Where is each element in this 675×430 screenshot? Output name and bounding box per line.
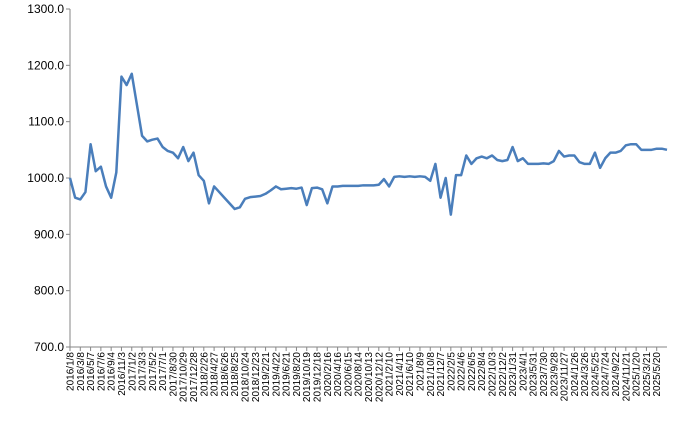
- x-tick-label: 2022/2/5: [446, 352, 457, 391]
- x-tick-label: 2019/2/21: [261, 352, 272, 397]
- x-tick-label: 2023/9/28: [549, 352, 560, 397]
- x-tick-label: 2018/4/27: [210, 352, 221, 397]
- x-tick-label: 2021/2/10: [385, 352, 396, 397]
- x-tick-label: 2025/1/20: [632, 352, 643, 397]
- x-tick-label: 2024/5/25: [590, 352, 601, 397]
- x-tick-label: 2020/6/15: [343, 352, 354, 397]
- y-tick-label: 900.0: [34, 227, 64, 241]
- x-tick-label: 2016/5/7: [86, 352, 97, 391]
- x-tick-label: 2025/3/21: [642, 352, 653, 397]
- x-tick-label: 2018/12/23: [251, 352, 262, 402]
- x-tick-label: 2021/6/10: [405, 352, 416, 397]
- x-tick-label: 2023/5/31: [529, 352, 540, 397]
- x-tick-label: 2022/4/6: [457, 352, 468, 391]
- x-tick-label: 2024/1/26: [570, 352, 581, 397]
- x-tick-label: 2018/8/25: [230, 352, 241, 397]
- x-tick-label: 2017/3/3: [138, 352, 149, 391]
- x-tick-label: 2022/10/3: [488, 352, 499, 397]
- x-tick-label: 2023/11/27: [560, 352, 571, 402]
- x-tick-label: 2019/12/18: [313, 352, 324, 402]
- x-tick-label: 2023/4/1: [518, 352, 529, 391]
- x-tick-label: 2016/1/8: [66, 352, 77, 391]
- x-tick-label: 2022/8/4: [477, 352, 488, 391]
- x-tick-label: 2016/7/6: [96, 352, 107, 391]
- x-tick-label: 2020/12/12: [374, 352, 385, 402]
- y-tick-label: 1300.0: [27, 2, 64, 16]
- x-tick-label: 2024/9/22: [611, 352, 622, 397]
- x-tick-label: 2024/7/24: [601, 352, 612, 397]
- x-tick-label: 2023/7/30: [539, 352, 550, 397]
- x-tick-label: 2021/10/8: [426, 352, 437, 397]
- x-tick-label: 2020/4/16: [333, 352, 344, 397]
- x-tick-label: 2024/3/26: [580, 352, 591, 397]
- x-tick-label: 2021/12/7: [436, 352, 447, 397]
- x-tick-label: 2016/3/8: [76, 352, 87, 391]
- x-tick-label: 2022/6/5: [467, 352, 478, 391]
- x-tick-label: 2017/10/29: [179, 352, 190, 402]
- x-tick-label: 2018/10/24: [240, 352, 251, 402]
- x-tick-label: 2020/2/16: [323, 352, 334, 397]
- y-tick-label: 700.0: [34, 340, 64, 354]
- y-tick-label: 1100.0: [28, 115, 64, 129]
- x-tick-label: 2018/6/26: [220, 352, 231, 397]
- y-tick-label: 1200.0: [27, 58, 64, 72]
- y-tick-label: 1000.0: [27, 171, 64, 185]
- x-tick-label: 2017/5/2: [148, 352, 159, 391]
- x-tick-label: 2024/11/21: [621, 352, 632, 402]
- x-tick-label: 2020/8/14: [354, 352, 365, 397]
- series-line: [68, 72, 668, 216]
- x-tick-label: 2016/9/4: [107, 352, 118, 391]
- x-tick-label: 2016/11/3: [117, 352, 128, 396]
- x-tick-label: 2017/8/30: [168, 352, 179, 397]
- x-tick-label: 2019/8/20: [292, 352, 303, 397]
- x-tick-label: 2017/12/28: [189, 352, 200, 402]
- x-tick-label: 2019/4/22: [271, 352, 282, 397]
- x-tick-label: 2021/4/11: [395, 352, 406, 396]
- x-tick-label: 2021/8/9: [415, 352, 426, 391]
- x-tick-label: 2017/1/2: [127, 352, 138, 391]
- x-tick-label: 2023/1/31: [508, 352, 519, 397]
- x-tick-label: 2022/12/2: [498, 352, 509, 397]
- x-tick-label: 2019/10/19: [302, 352, 313, 402]
- x-tick-label: 2020/10/13: [364, 352, 375, 402]
- x-tick-label: 2017/7/1: [158, 352, 169, 391]
- x-tick-label: 2019/6/21: [282, 352, 293, 397]
- y-tick-label: 800.0: [34, 284, 64, 298]
- x-tick-label: 2018/2/26: [199, 352, 210, 397]
- x-tick-label: 2025/5/20: [652, 352, 663, 397]
